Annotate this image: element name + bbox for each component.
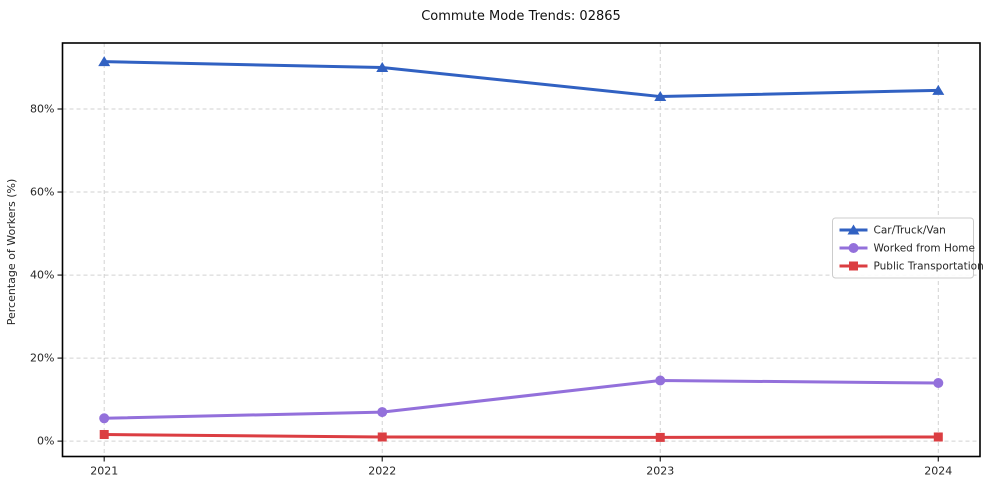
series-line-worked-from-home xyxy=(102,379,940,420)
circle-marker-worked-from-home xyxy=(655,375,666,386)
triangle-marker-car-truck-van xyxy=(376,61,389,72)
circle-marker-worked-from-home xyxy=(377,407,388,418)
legend: Car/Truck/Van Worked from Home Public Tran… xyxy=(832,217,984,279)
x-tick-label: 2022 xyxy=(368,465,396,478)
square-marker-public-transportation xyxy=(655,432,665,442)
triangle-marker-car-truck-van xyxy=(98,56,111,67)
legend-square-marker xyxy=(849,261,858,271)
y-axis-ticks: 0% 20% 40% 60% 80% xyxy=(30,103,63,448)
series-public-transportation xyxy=(99,429,943,442)
circle-marker-worked-from-home xyxy=(99,413,110,424)
legend-label-public-transportation: Public Transportation xyxy=(874,261,984,273)
chart-title: Commute Mode Trends: 02865 xyxy=(421,9,621,24)
legend-triangle-marker xyxy=(847,224,860,235)
legend-box xyxy=(832,217,974,279)
series-worked-from-home xyxy=(99,375,944,424)
circle-marker-worked-from-home xyxy=(933,378,944,389)
square-marker-public-transportation xyxy=(933,432,943,442)
y-axis-label: Percentage of Workers (%) xyxy=(5,179,18,326)
triangle-marker-car-truck-van xyxy=(654,91,667,102)
square-marker-public-transportation xyxy=(99,429,109,439)
x-tick-label: 2021 xyxy=(90,465,118,478)
plot-border xyxy=(61,42,981,458)
x-tick-label: 2024 xyxy=(924,465,952,478)
y-tick-label: 0% xyxy=(37,435,54,448)
triangle-marker-car-truck-van xyxy=(932,84,945,95)
legend-label-worked-from-home: Worked from Home xyxy=(874,243,975,255)
y-tick-label: 40% xyxy=(30,269,54,282)
series-car-truck-van xyxy=(98,56,945,102)
y-tick-label: 20% xyxy=(30,352,54,365)
square-marker-public-transportation xyxy=(377,432,387,442)
data-series xyxy=(98,56,945,442)
legend-circle-marker xyxy=(848,243,859,253)
x-axis-ticks: 2021 2022 2023 2024 xyxy=(90,456,952,478)
legend-label-car-truck-van: Car/Truck/Van xyxy=(874,225,946,237)
y-tick-label: 80% xyxy=(30,103,54,116)
series-line-public-transportation xyxy=(102,432,940,439)
x-tick-label: 2023 xyxy=(646,465,674,478)
y-tick-label: 60% xyxy=(30,186,54,199)
series-line-car-truck-van xyxy=(102,60,940,99)
